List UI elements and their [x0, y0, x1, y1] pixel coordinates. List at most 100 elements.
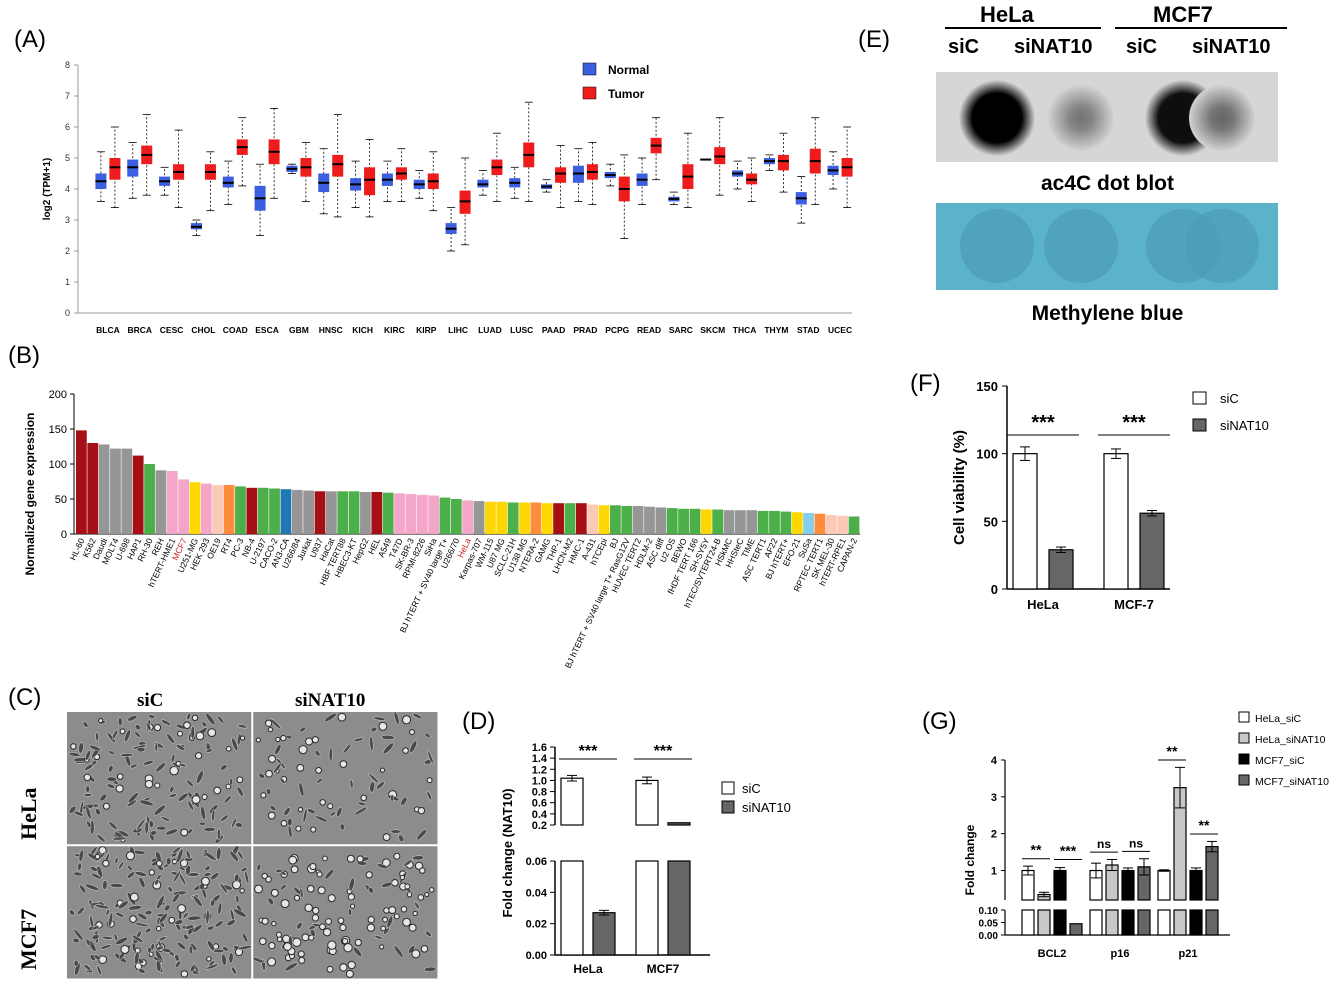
micro-spindle-cell	[85, 785, 90, 793]
legend-normal-swatch	[582, 62, 597, 76]
micro-spindle-cell	[183, 933, 190, 941]
micro-spindle-cell	[275, 868, 283, 873]
micro-round-cell	[327, 803, 334, 810]
micro-round-cell	[327, 894, 336, 903]
micro-background	[67, 712, 252, 845]
bar-bewo	[678, 508, 689, 534]
micro-spindle-cell	[393, 712, 400, 725]
micro-round-cell	[319, 923, 326, 931]
micro-spindle-cell	[119, 753, 134, 757]
micro-round-cell	[316, 871, 323, 878]
micro-round-cell	[148, 869, 155, 876]
micro-spindle-cell	[138, 968, 146, 974]
micro-spindle-cell	[131, 934, 144, 944]
micro-round-cell	[260, 792, 267, 799]
lane-label-2: siNAT10	[1014, 36, 1093, 58]
micro-spindle-cell	[178, 763, 187, 768]
micro-spindle-cell	[233, 908, 247, 918]
micro-spindle-cell	[83, 964, 92, 971]
micro-round-cell	[411, 949, 421, 959]
bar-rptec-tert1	[814, 513, 826, 534]
micro-spindle-cell	[85, 805, 92, 820]
y-tick-label: 200	[49, 389, 67, 401]
x-tick-label-kich: KICH	[352, 325, 373, 335]
micro-round-cell	[179, 859, 188, 868]
micro-spindle-cell	[108, 821, 118, 830]
micro-round-cell	[339, 924, 347, 932]
micro-spindle-cell	[158, 912, 168, 924]
micro-round-cell	[347, 893, 355, 901]
sig-label-bcl2-0: **	[1031, 842, 1042, 858]
bar-reh	[155, 470, 167, 534]
micro-spindle-cell	[144, 821, 149, 835]
x-tick-label-lusc: LUSC	[510, 325, 533, 335]
micro-round-cell	[345, 969, 354, 978]
bar-oe19	[212, 485, 224, 534]
x-tick-label-mcf-7: MCF-7	[1114, 597, 1154, 612]
y-tick-label: 50	[55, 494, 67, 506]
bar-sic-hela-upper	[560, 777, 584, 826]
micro-round-cell	[382, 833, 391, 842]
micro-spindle-cell	[373, 716, 386, 721]
micro-spindle-cell	[164, 904, 171, 912]
micro-spindle-cell	[336, 806, 343, 818]
micro-spindle-cell	[240, 867, 248, 873]
y-tick-label: 0	[991, 582, 998, 597]
micro-spindle-cell	[89, 866, 98, 872]
x-tick-label-kirc: KIRC	[384, 325, 405, 335]
micro-spindle-cell	[89, 744, 102, 752]
legend-label-mcf7_sic: MCF7_siC	[1255, 755, 1305, 767]
micro-spindle-cell	[84, 750, 91, 761]
bar-mcf7_sic-bcl2-lower	[1053, 909, 1067, 936]
micro-round-cell	[419, 867, 426, 874]
micro-spindle-cell	[343, 743, 352, 754]
bar-htcepi	[598, 505, 610, 534]
micro-spindle-cell	[241, 932, 249, 943]
micro-round-cell	[400, 905, 408, 913]
micro-spindle-cell	[107, 750, 116, 755]
micro-spindle-cell	[158, 936, 167, 942]
bar-hel	[371, 492, 383, 534]
y-tick-label: 4	[991, 755, 998, 767]
panel-label-a: (A)	[14, 26, 46, 53]
micro-round-cell	[94, 853, 101, 860]
micro-spindle-cell	[73, 959, 79, 967]
micro-spindle-cell	[210, 872, 220, 881]
bar-u266-70	[450, 499, 462, 534]
micro-spindle-cell	[95, 731, 99, 742]
y-axis-label: Fold change	[963, 824, 977, 895]
micro-round-cell	[298, 956, 306, 964]
y-tick-label: 150	[976, 379, 998, 394]
micro-spindle-cell	[187, 915, 202, 921]
micro-round-cell	[276, 936, 283, 943]
micro-spindle-cell	[177, 792, 189, 802]
micro-spindle-cell	[298, 782, 305, 797]
y-tick-label: 4	[65, 184, 70, 194]
micro-hela-sic	[67, 712, 252, 845]
micro-spindle-cell	[129, 763, 138, 769]
micro-spindle-cell	[109, 883, 124, 888]
micro-round-cell	[153, 723, 162, 732]
x-tick-label-mcf7: MCF7	[647, 962, 680, 976]
y-tick-label: 1.6	[532, 742, 547, 754]
micro-round-cell	[341, 938, 349, 945]
micro-spindle-cell	[287, 817, 293, 827]
micro-round-cell	[120, 944, 130, 954]
micro-spindle-cell	[368, 886, 374, 894]
micro-round-cell	[267, 811, 276, 820]
bar-capan-2	[848, 516, 860, 534]
y-axis-label: Normalized gene expression	[23, 413, 37, 576]
micro-spindle-cell	[370, 726, 378, 733]
y-axis-label: log2 (TPM+1)	[42, 158, 53, 221]
x-tick-label-prad: PRAD	[573, 325, 597, 335]
micro-round-cell	[115, 784, 124, 793]
legend-tumor-label: Tumor	[608, 87, 645, 101]
micro-round-cell	[177, 730, 183, 737]
micro-spindle-cell	[169, 793, 177, 798]
y-tick-label: 0.4	[532, 809, 548, 821]
micro-round-cell	[327, 940, 337, 950]
micro-spindle-cell	[85, 938, 91, 946]
y-tick-label: 1.2	[532, 764, 547, 776]
micro-spindle-cell	[412, 713, 423, 720]
panel-label-e: (E)	[858, 26, 890, 53]
